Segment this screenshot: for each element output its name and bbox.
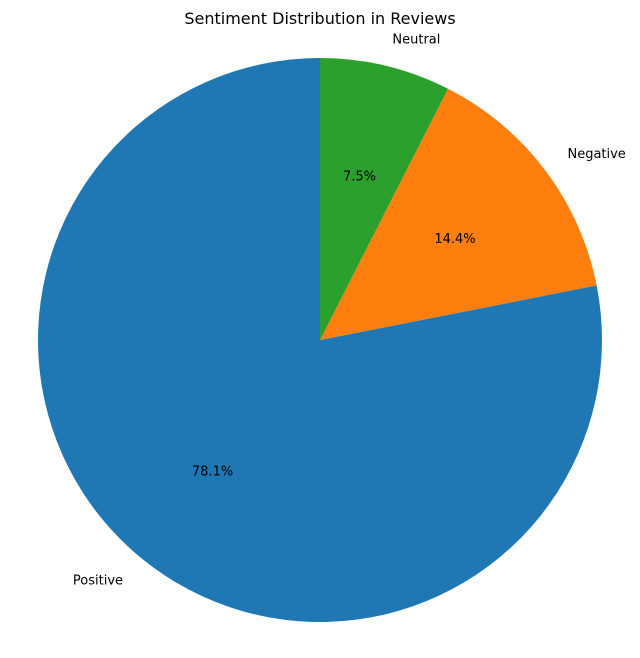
- percent-label-neutral: 7.5%: [343, 169, 376, 184]
- pie-slice-neutral: [320, 58, 449, 340]
- percent-label-negative: 14.4%: [434, 232, 475, 247]
- percent-label-positive: 78.1%: [192, 465, 233, 480]
- pie-slices: [37, 58, 603, 622]
- pie-slice-negative: [320, 88, 597, 340]
- category-label-negative: Negative: [567, 147, 625, 162]
- pie-labels: Positive 78.1% Negative 14.4% Neutral 7.5%: [73, 32, 626, 588]
- category-label-positive: Positive: [73, 574, 123, 589]
- category-label-neutral: Neutral: [392, 32, 440, 47]
- chart-title: Sentiment Distribution in Reviews: [184, 9, 455, 28]
